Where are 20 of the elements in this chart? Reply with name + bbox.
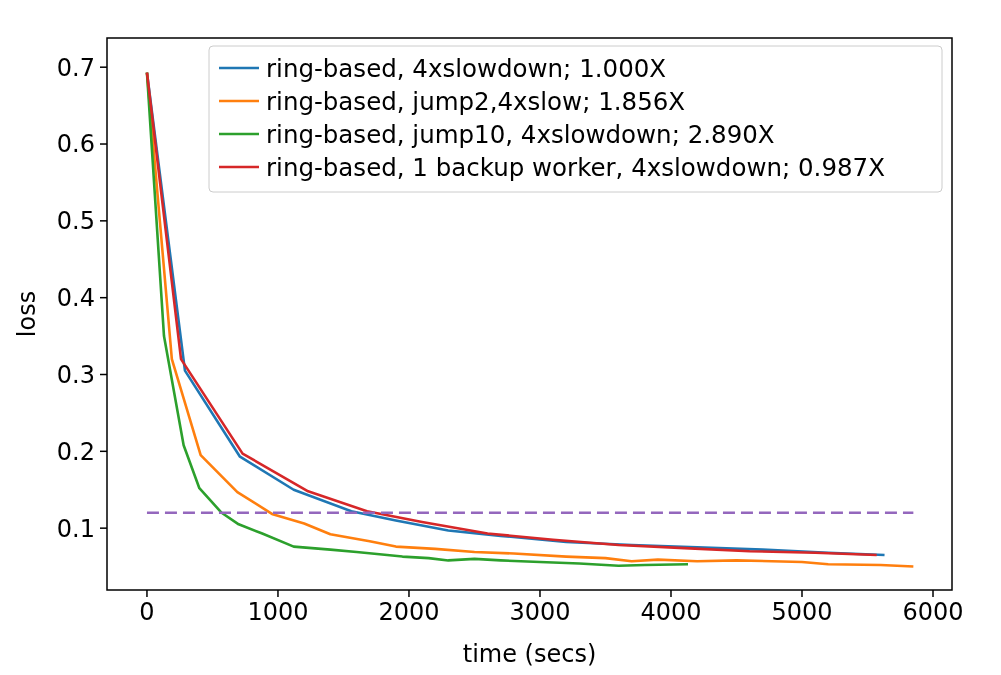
y-tick-label: 0.2 <box>56 437 95 466</box>
y-tick-label: 0.1 <box>56 514 95 543</box>
x-axis-title: time (secs) <box>462 640 597 668</box>
y-tick-label: 0.3 <box>56 360 95 389</box>
x-tick-label: 1000 <box>247 598 309 626</box>
x-tick-label: 6000 <box>902 598 964 626</box>
legend-label: ring-based, 4xslowdown; 1.000X <box>266 53 667 83</box>
y-tick-label: 0.7 <box>56 53 95 82</box>
y-axis-title: loss <box>13 290 41 338</box>
y-tick-label: 0.4 <box>56 284 95 313</box>
legend-label: ring-based, 1 backup worker, 4xslowdown; 0.987X <box>266 152 886 182</box>
legend-label: ring-based, jump10, 4xslowdown; 2.890X <box>266 119 775 149</box>
x-tick-label: 5000 <box>771 598 833 626</box>
y-tick-label: 0.5 <box>56 207 95 236</box>
x-tick-label: 2000 <box>378 598 440 626</box>
x-tick-label: 3000 <box>509 598 571 626</box>
legend-label: ring-based, jump2,4xslow; 1.856X <box>266 86 686 116</box>
y-tick-label: 0.6 <box>56 130 95 159</box>
x-tick-label: 0 <box>139 598 155 626</box>
x-tick-label: 4000 <box>640 598 702 626</box>
